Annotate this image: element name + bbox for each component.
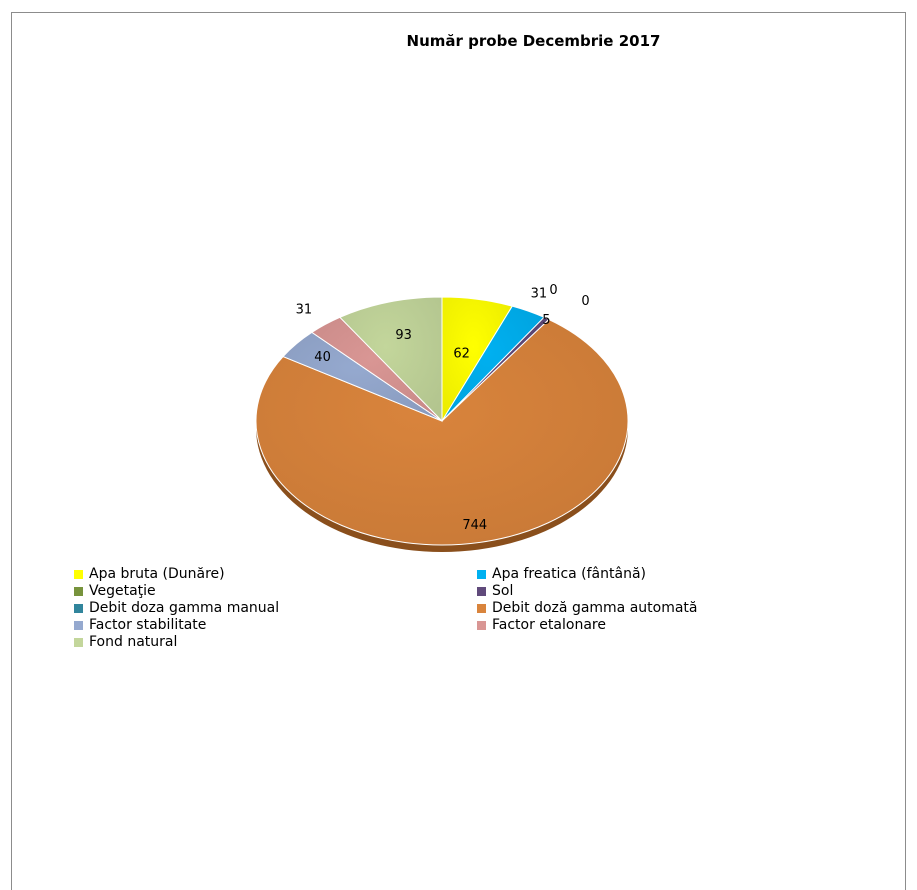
slice-label: 31	[296, 302, 313, 317]
legend-label: Debit doză gamma automată	[492, 600, 698, 616]
pie-slice	[339, 296, 443, 423]
slice-label: 0	[549, 283, 557, 298]
legend-swatch	[74, 637, 83, 647]
legend-swatch	[477, 586, 486, 596]
legend-swatch	[74, 603, 83, 613]
chart-frame	[11, 12, 906, 890]
legend-item: Fond natural	[74, 634, 177, 650]
legend-label: Sol	[492, 583, 514, 599]
slice-label: 0	[581, 294, 589, 309]
legend-item: Sol	[477, 583, 513, 599]
slice-label: 62	[453, 347, 470, 362]
legend-swatch	[74, 620, 83, 630]
legend-label: Vegetaţie	[89, 583, 156, 599]
slice-label: 93	[395, 328, 412, 343]
slice-label: 5	[542, 313, 550, 328]
legend-swatch	[477, 620, 486, 630]
legend-label: Fond natural	[89, 634, 178, 650]
slice-label: 31	[531, 287, 548, 302]
chart-title: Număr probe Decembrie 2017	[406, 32, 661, 50]
legend-label: Apa freatica (fântână)	[492, 566, 646, 582]
legend-item: Vegetaţie	[74, 583, 156, 599]
slice-label: 40	[314, 350, 331, 365]
legend-item: Apa freatica (fântână)	[477, 566, 646, 582]
slice-label: 744	[462, 518, 487, 533]
legend-item: Debit doză gamma automată	[477, 600, 698, 616]
legend-swatch	[477, 569, 486, 579]
legend-label: Factor etalonare	[492, 617, 606, 633]
legend-label: Factor stabilitate	[89, 617, 207, 633]
legend-label: Debit doza gamma manual	[89, 600, 280, 616]
legend-item: Apa bruta (Dunăre)	[74, 566, 225, 582]
legend-label: Apa bruta (Dunăre)	[89, 566, 225, 582]
legend-swatch	[74, 586, 83, 596]
legend-item: Factor etalonare	[477, 617, 606, 633]
legend-swatch	[477, 603, 486, 613]
legend-item: Factor stabilitate	[74, 617, 206, 633]
legend-swatch	[74, 569, 83, 579]
legend-item: Debit doza gamma manual	[74, 600, 279, 616]
pie-slice	[255, 318, 629, 546]
